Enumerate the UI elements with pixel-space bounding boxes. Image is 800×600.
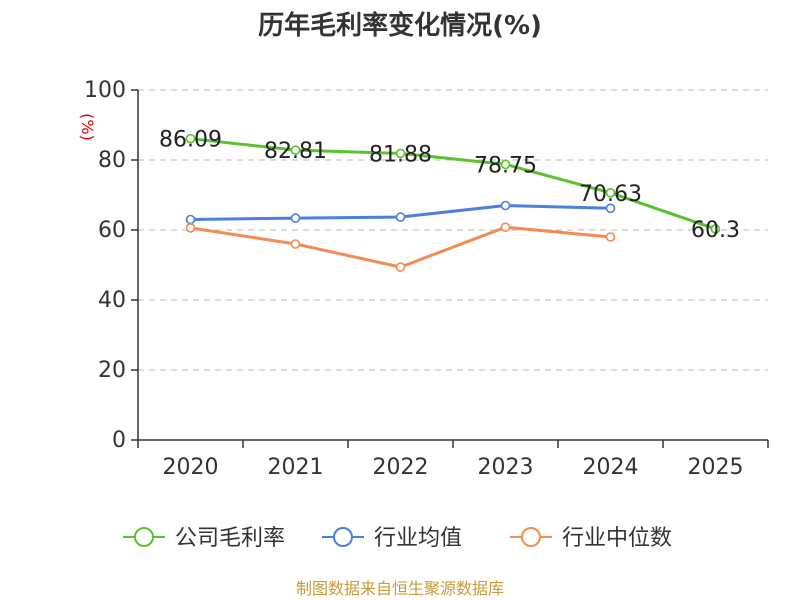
y-tick-label: 40 <box>98 288 126 313</box>
legend[interactable]: 公司毛利率 行业均值 行业中位数 <box>123 526 672 551</box>
legend-item-2[interactable]: 行业均值 <box>322 526 462 551</box>
series-line-1 <box>189 137 717 231</box>
data-point[interactable] <box>185 223 196 233</box>
legend-label: 公司毛利率 <box>175 526 285 551</box>
data-point[interactable] <box>605 187 616 198</box>
data-label: 60.3 <box>691 218 740 243</box>
data-label: 78.75 <box>474 153 537 178</box>
x-tick-label: 2020 <box>163 455 219 480</box>
legend-item-1[interactable]: 公司毛利率 <box>123 526 285 551</box>
legend-marker-icon <box>521 527 541 547</box>
data-point[interactable] <box>710 224 721 234</box>
data-point[interactable] <box>395 262 406 272</box>
x-tick-label: 2023 <box>478 455 534 480</box>
legend-marker-icon <box>333 527 353 547</box>
data-point[interactable] <box>290 213 301 223</box>
data-point[interactable] <box>290 239 301 249</box>
data-point[interactable] <box>185 214 196 225</box>
y-axis-unit-label: (%) <box>78 113 97 141</box>
grid-lines <box>138 89 768 371</box>
x-tick-label: 2025 <box>688 455 744 480</box>
legend-label: 行业中位数 <box>562 526 672 551</box>
y-tick-label: 20 <box>98 358 126 383</box>
legend-item-3[interactable]: 行业中位数 <box>510 526 672 551</box>
data-point[interactable] <box>290 145 301 155</box>
axes: 0 20 40 60 80 100 2020 2021 2022 2023 2024 2025 <box>84 78 769 480</box>
data-point[interactable] <box>605 203 616 214</box>
data-point[interactable] <box>185 133 196 144</box>
data-label: 86.09 <box>159 128 222 153</box>
legend-marker-icon <box>134 527 154 547</box>
data-label: 81.88 <box>369 142 432 167</box>
data-point[interactable] <box>500 159 511 170</box>
source-note: 制图数据来自恒生聚源数据库 <box>296 579 504 598</box>
chart-title: 历年毛利率变化情况(%) <box>258 10 542 41</box>
y-tick-label: 60 <box>98 218 126 243</box>
data-point[interactable] <box>395 148 406 159</box>
y-tick-label: 80 <box>98 148 126 173</box>
data-point[interactable] <box>605 232 616 242</box>
x-tick-label: 2024 <box>583 455 639 480</box>
y-tick-label: 100 <box>84 78 126 103</box>
data-point[interactable] <box>500 200 511 211</box>
data-labels: 86.09 82.81 81.88 78.75 70.63 60.3 <box>159 128 740 243</box>
data-label: 82.81 <box>264 139 327 164</box>
y-tick-label: 0 <box>112 428 126 453</box>
series-group <box>185 133 721 272</box>
data-point[interactable] <box>395 212 406 222</box>
data-point[interactable] <box>500 222 511 232</box>
data-label: 70.63 <box>579 182 642 207</box>
x-tick-label: 2021 <box>268 455 324 480</box>
x-tick-label: 2022 <box>373 455 429 480</box>
series-line-3 <box>189 225 612 269</box>
legend-label: 行业均值 <box>374 526 462 551</box>
